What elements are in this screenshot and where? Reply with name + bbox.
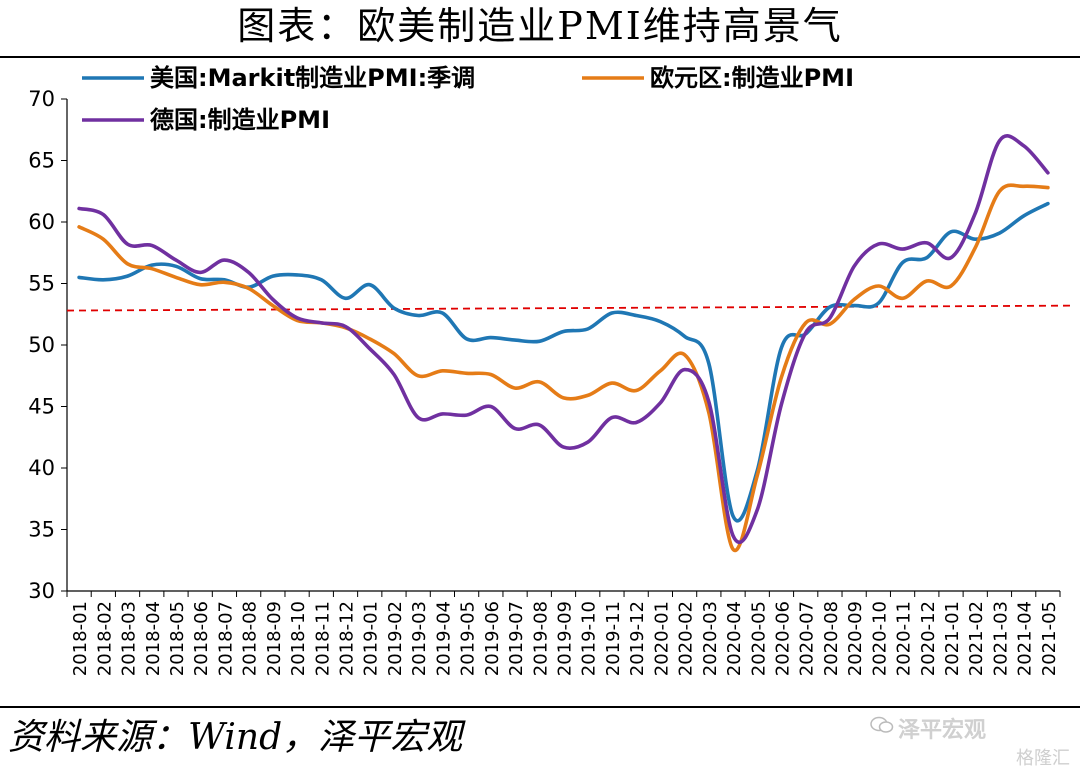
y-tick-label: 35 [28,518,55,542]
y-tick-label: 50 [28,333,55,357]
y-tick-label: 65 [28,149,55,173]
x-tick-label: 2019-03 [409,601,430,676]
source-note: 资料来源：Wind，泽平宏观 [8,717,463,758]
x-tick-label: 2020-01 [651,601,672,676]
x-tick-label: 2020-04 [724,601,745,676]
x-tick-label: 2018-01 [70,601,91,676]
y-tick-label: 40 [28,456,55,480]
reference-dashed-line [66,304,1073,312]
x-tick-label: 2018-07 [215,601,236,676]
x-tick-label: 2018-10 [288,601,309,676]
legend-label-de: 德国:制造业PMI [150,106,330,134]
watermark: 泽平宏观 格隆汇 [870,712,1070,769]
legend: 美国:Markit制造业PMI:季调 欧元区:制造业PMI 德国:制造业PMI [82,64,854,134]
series-line-us [77,201,1050,523]
x-tick-label: 2018-11 [312,601,333,676]
x-tick-label: 2021-05 [1039,601,1060,676]
x-tick-label: 2018-05 [167,601,188,676]
x-tick-label: 2021-03 [990,601,1011,676]
x-tick-label: 2019-06 [482,601,503,676]
x-tick-label: 2019-12 [627,601,648,676]
y-tick-label: 70 [28,87,55,111]
x-tick-label: 2018-02 [94,601,115,676]
x-tick-label: 2021-01 [942,601,963,676]
legend-label-eu: 欧元区:制造业PMI [650,64,854,92]
x-tick-label: 2019-10 [579,601,600,676]
y-tick-label: 30 [28,579,55,603]
x-tick-label: 2019-04 [433,601,454,676]
x-tick-label: 2018-03 [119,601,140,676]
series-line-de [77,134,1050,544]
x-tick-label: 2020-07 [797,601,818,676]
x-tick-label: 2020-11 [894,601,915,676]
x-tick-label: 2020-09 [845,601,866,676]
x-tick-label: 2019-09 [555,601,576,676]
x-tick-label: 2018-06 [191,601,212,676]
x-tick-label: 2020-08 [821,601,842,676]
x-tick-label: 2019-07 [506,601,527,676]
x-tick-label: 2020-03 [700,601,721,676]
y-tick-label: 60 [28,210,55,234]
footer-rule [0,706,1080,708]
x-tick-label: 2020-10 [869,601,890,676]
x-tick-label: 2019-02 [385,601,406,676]
x-tick-label: 2021-04 [1015,601,1036,676]
chart-title: 图表：欧美制造业PMI维持高景气 [237,4,843,48]
x-tick-label: 2019-01 [361,601,382,676]
x-tick-label: 2018-09 [264,601,285,676]
legend-label-us: 美国:Markit制造业PMI:季调 [150,64,475,92]
series-line-eu [77,183,1050,553]
x-tick-label: 2020-02 [676,601,697,676]
x-tick-label: 2020-06 [772,601,793,676]
x-tick-label: 2018-08 [240,601,261,676]
series-lines [77,134,1050,553]
watermark-top: 泽平宏观 [898,718,987,743]
x-tick-label: 2019-08 [530,601,551,676]
y-tick-label: 45 [28,395,55,419]
x-tick-label: 2020-05 [748,601,769,676]
x-tick-label: 2021-02 [966,601,987,676]
y-tick-label: 55 [28,272,55,296]
wechat-icon [870,716,894,733]
x-tick-label: 2020-12 [918,601,939,676]
x-tick-label: 2019-05 [458,601,479,676]
x-tick-label: 2018-04 [143,601,164,676]
x-tick-label: 2019-11 [603,601,624,676]
title-rule [0,56,1080,58]
reference-line-group [66,304,1073,312]
watermark-bottom: 格隆汇 [1016,748,1070,769]
x-tick-label: 2018-12 [337,601,358,676]
